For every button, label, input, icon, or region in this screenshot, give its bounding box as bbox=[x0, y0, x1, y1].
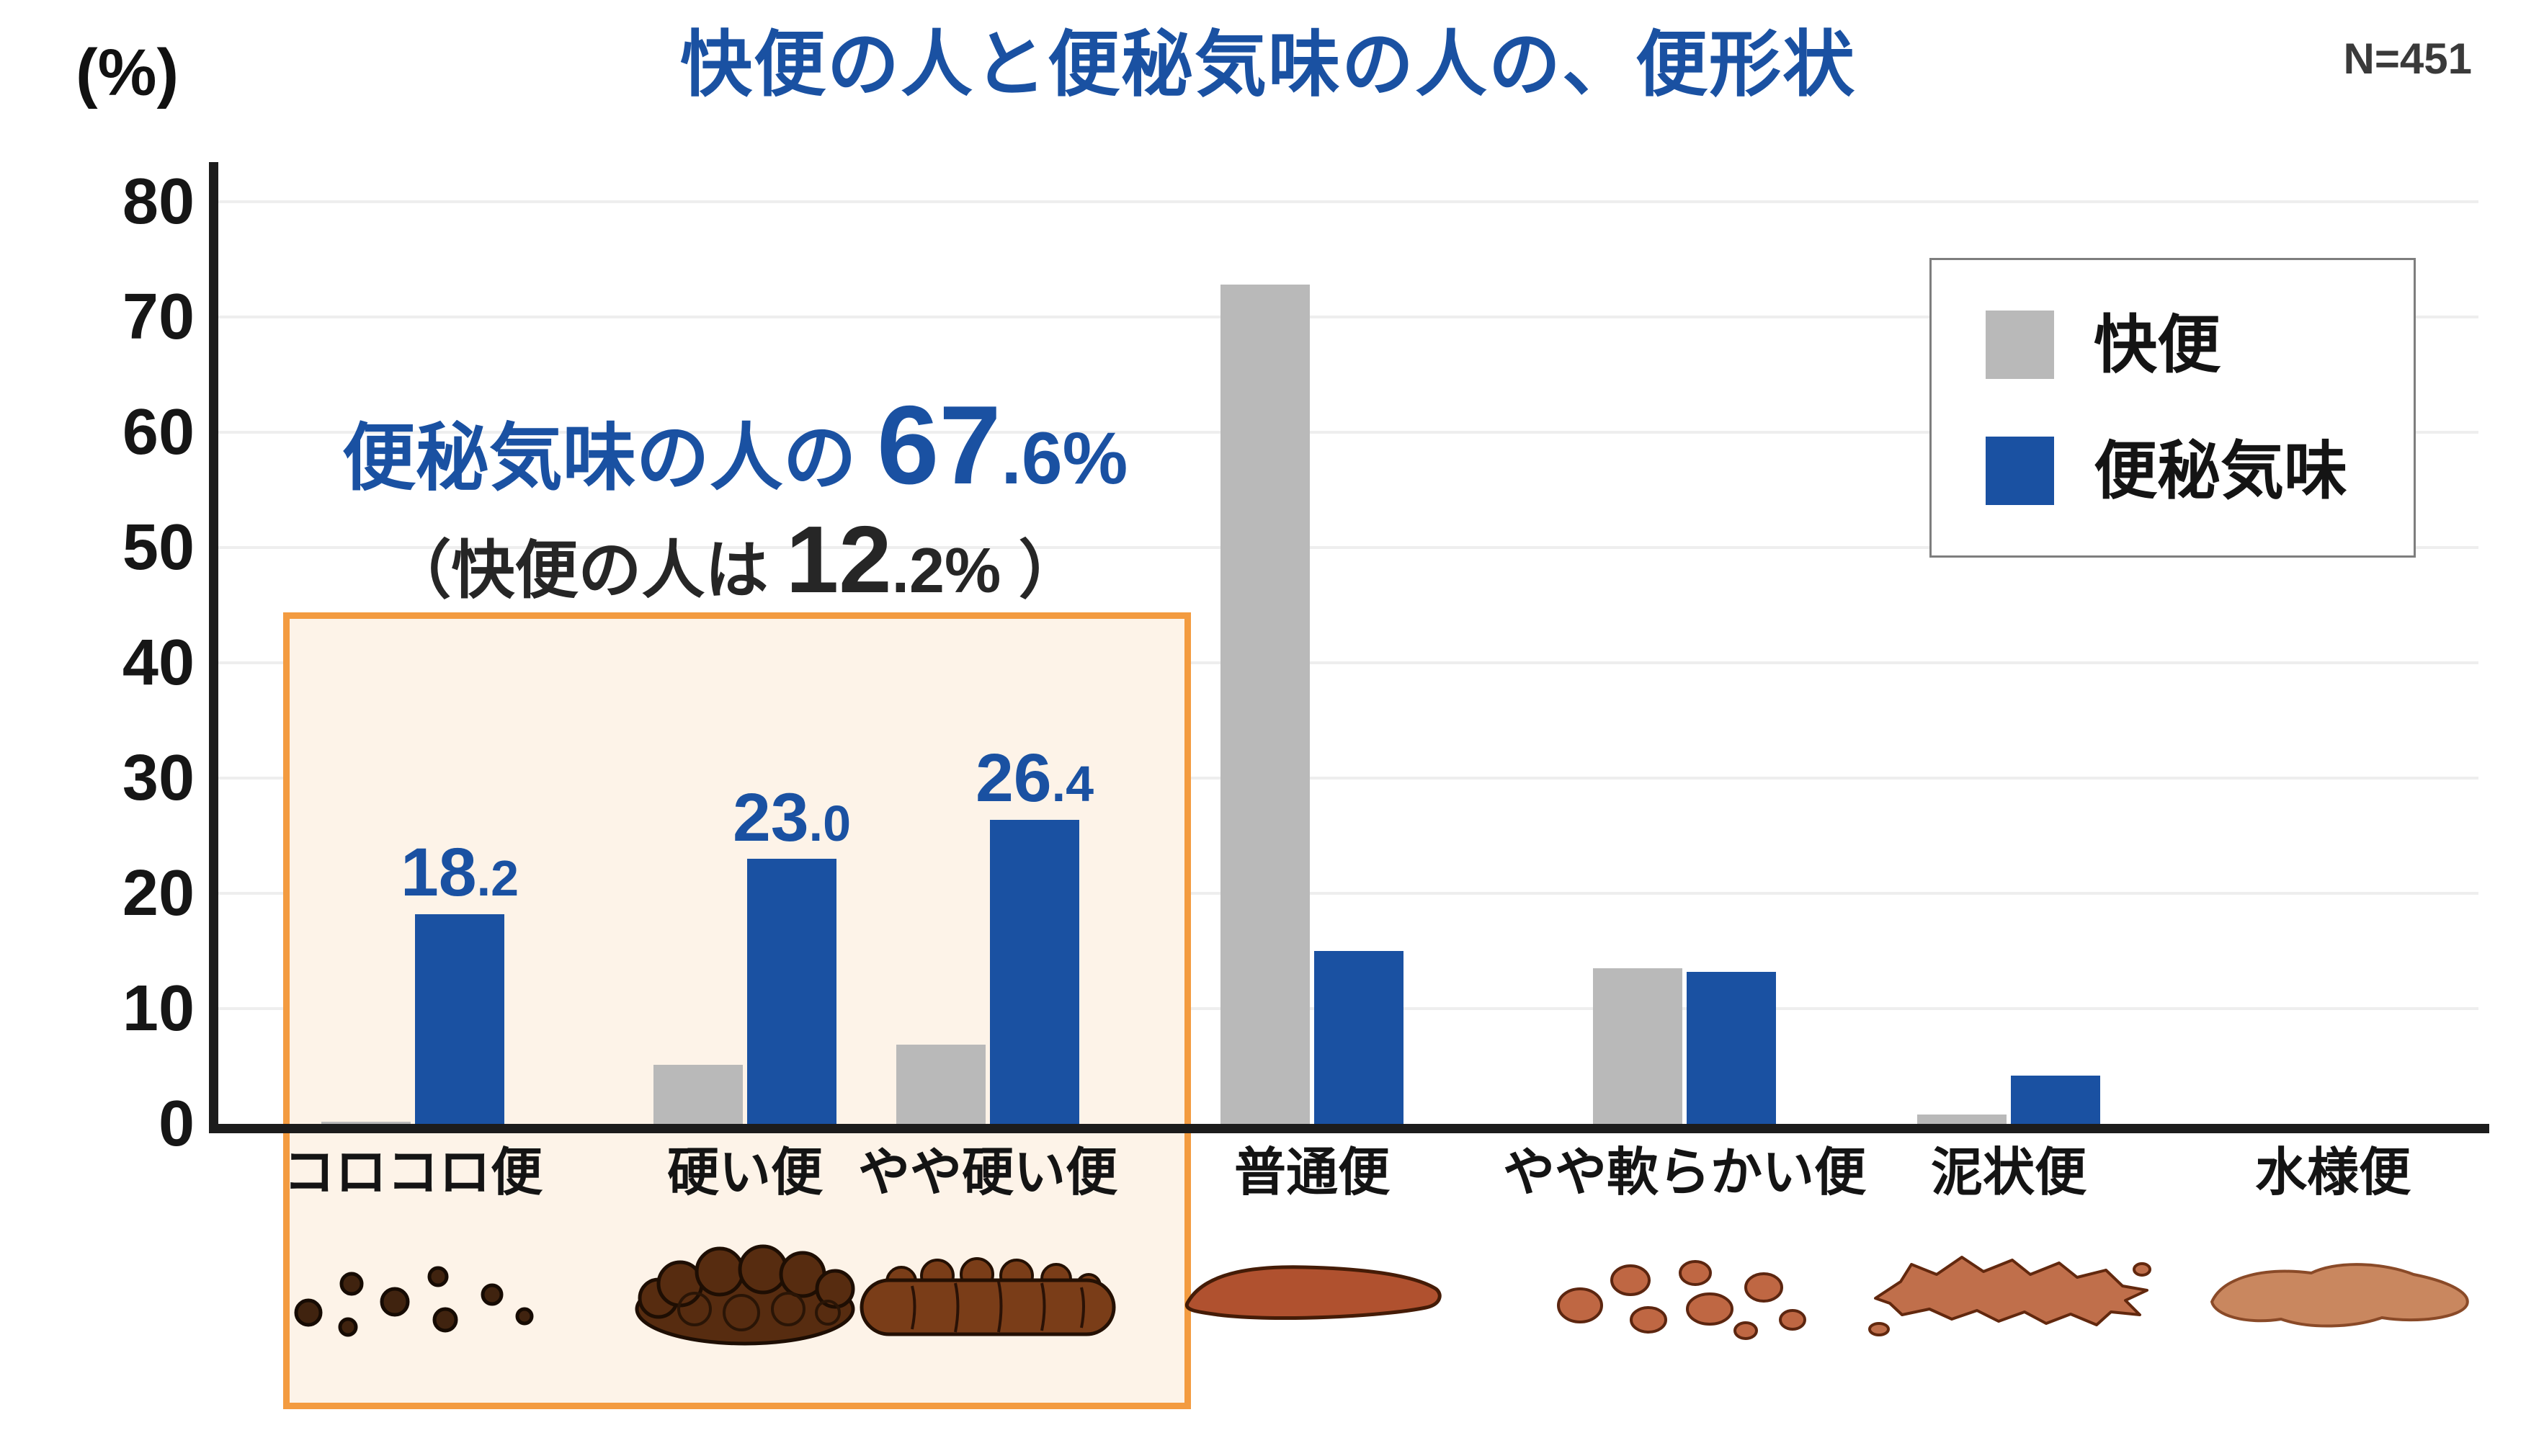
slightly-soft-stool-icon bbox=[1540, 1226, 1829, 1356]
y-axis-tick-label: 60 bbox=[122, 396, 195, 468]
constipated-bar bbox=[747, 859, 836, 1124]
muddy-stool-icon bbox=[1857, 1226, 2160, 1356]
category-label: 泥状便 bbox=[1930, 1144, 2087, 1202]
constipated-bar bbox=[415, 914, 504, 1124]
regular-series-swatch bbox=[1986, 311, 2054, 379]
bar-value-label: 26.4 bbox=[975, 740, 1094, 817]
gridline bbox=[216, 200, 2478, 203]
regular-bar bbox=[896, 1044, 986, 1124]
legend-item-regular: 快便 bbox=[1986, 311, 2360, 379]
annotation-line2-suffix: ） bbox=[1001, 535, 1082, 606]
category-label: 水様便 bbox=[2254, 1144, 2411, 1202]
normal-stool-icon bbox=[1168, 1226, 1456, 1356]
annotation-line1-prefix: 便秘気味の人の bbox=[342, 417, 878, 499]
legend-item-constipated: 便秘気味 bbox=[1986, 437, 2360, 505]
regular-bar bbox=[1917, 1115, 2007, 1124]
gridline bbox=[216, 546, 2478, 549]
watery-stool-icon bbox=[2182, 1226, 2484, 1356]
category-group: 普通便 bbox=[1125, 202, 1499, 1356]
annotation-regular-value: 12.2% bbox=[785, 506, 1001, 612]
category-group: 18.2 コロコロ便 bbox=[226, 202, 600, 1356]
constipated-bar bbox=[1687, 971, 1776, 1124]
annotation-line2-prefix: （快便の人は bbox=[388, 535, 786, 606]
gridline bbox=[216, 431, 2478, 434]
y-axis-tick-label: 0 bbox=[158, 1088, 195, 1160]
gridline bbox=[216, 661, 2478, 664]
y-axis-tick-label: 70 bbox=[122, 281, 195, 353]
x-axis-line bbox=[209, 1124, 2489, 1133]
y-axis-tick-label: 80 bbox=[122, 166, 195, 238]
y-axis-tick-label: 20 bbox=[122, 857, 195, 929]
annotation-line2: （快便の人は 12.2% ） bbox=[238, 512, 1232, 607]
category-label: 普通便 bbox=[1233, 1144, 1390, 1202]
category-group: 泥状便 bbox=[1821, 202, 2196, 1356]
annotation: 便秘気味の人の 67.6% （快便の人は 12.2% ） bbox=[238, 389, 1232, 607]
bar-value-label: 18.2 bbox=[400, 834, 519, 911]
sample-size-label: N=451 bbox=[2343, 35, 2472, 83]
y-axis-tick-label: 50 bbox=[122, 512, 195, 584]
legend-label-regular: 快便 bbox=[2094, 308, 2221, 380]
constipated-bar bbox=[990, 819, 1079, 1124]
y-axis-tick-label: 40 bbox=[122, 627, 195, 699]
chart-title: 快便の人と便秘気味の人の、便形状 bbox=[680, 24, 1856, 105]
category-group: 23.0 硬い便 bbox=[558, 202, 932, 1356]
annotation-line1: 便秘気味の人の 67.6% bbox=[238, 389, 1232, 501]
legend: 快便 便秘気味 bbox=[1929, 258, 2416, 558]
bar-value-label: 23.0 bbox=[732, 779, 852, 856]
bar-pair bbox=[1591, 202, 1778, 1124]
y-axis-line bbox=[209, 162, 218, 1133]
constipated-series-swatch bbox=[1986, 437, 2054, 505]
constipated-bar bbox=[1314, 951, 1403, 1124]
bar-pair: 23.0 bbox=[651, 202, 851, 1124]
gridline bbox=[216, 316, 2478, 318]
regular-bar bbox=[653, 1065, 743, 1124]
category-label: やや軟らかい便 bbox=[1502, 1144, 1866, 1202]
bar-pair bbox=[2239, 202, 2427, 1124]
hard-stool-icon bbox=[608, 1226, 882, 1356]
bar-pair bbox=[1915, 202, 2102, 1124]
legend-label-constipated: 便秘気味 bbox=[2094, 434, 2348, 506]
gridline bbox=[216, 892, 2478, 895]
pellet-stool-icon bbox=[276, 1226, 550, 1356]
annotation-constipated-value: 67.6% bbox=[877, 383, 1128, 507]
y-axis-unit-label: (%) bbox=[76, 36, 179, 110]
bar-pair bbox=[1218, 202, 1406, 1124]
category-label: コロコロ便 bbox=[282, 1144, 543, 1202]
slightly-hard-stool-icon bbox=[844, 1226, 1132, 1356]
constipated-bar bbox=[2011, 1075, 2100, 1124]
category-group: 水様便 bbox=[2146, 202, 2520, 1356]
y-axis-tick-label: 30 bbox=[122, 742, 195, 814]
bar-pair: 18.2 bbox=[319, 202, 519, 1124]
regular-bar bbox=[1593, 968, 1682, 1124]
category-label: 硬い便 bbox=[666, 1144, 823, 1202]
y-axis-tick-label: 10 bbox=[122, 973, 195, 1045]
regular-bar bbox=[321, 1121, 411, 1124]
category-group: やや軟らかい便 bbox=[1497, 202, 1872, 1356]
regular-bar bbox=[1220, 285, 1310, 1124]
gridline bbox=[216, 777, 2478, 780]
bar-pair: 26.4 bbox=[894, 202, 1094, 1124]
category-label: やや硬い便 bbox=[857, 1144, 1117, 1202]
category-group: 26.4 やや硬い便 bbox=[800, 202, 1175, 1356]
